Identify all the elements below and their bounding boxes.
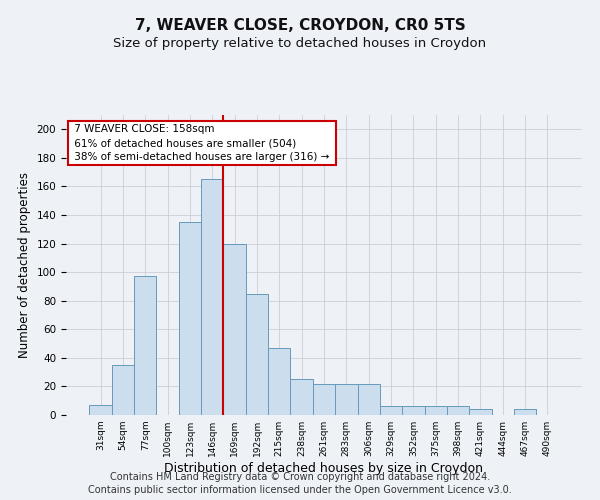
Y-axis label: Number of detached properties: Number of detached properties xyxy=(18,172,31,358)
Bar xyxy=(201,180,223,415)
X-axis label: Distribution of detached houses by size in Croydon: Distribution of detached houses by size … xyxy=(164,462,484,475)
Bar xyxy=(89,405,112,415)
Bar xyxy=(514,410,536,415)
Bar xyxy=(447,406,469,415)
Bar xyxy=(268,348,290,415)
Bar xyxy=(425,406,447,415)
Text: Size of property relative to detached houses in Croydon: Size of property relative to detached ho… xyxy=(113,38,487,51)
Bar xyxy=(402,406,425,415)
Text: Contains HM Land Registry data © Crown copyright and database right 2024.: Contains HM Land Registry data © Crown c… xyxy=(110,472,490,482)
Bar xyxy=(313,384,335,415)
Bar xyxy=(358,384,380,415)
Text: Contains public sector information licensed under the Open Government Licence v3: Contains public sector information licen… xyxy=(88,485,512,495)
Bar xyxy=(134,276,157,415)
Bar xyxy=(335,384,358,415)
Text: 7, WEAVER CLOSE, CROYDON, CR0 5TS: 7, WEAVER CLOSE, CROYDON, CR0 5TS xyxy=(134,18,466,32)
Bar xyxy=(380,406,402,415)
Text: 7 WEAVER CLOSE: 158sqm 
 61% of detached houses are smaller (504) 
 38% of semi-: 7 WEAVER CLOSE: 158sqm 61% of detached h… xyxy=(71,124,333,162)
Bar xyxy=(246,294,268,415)
Bar xyxy=(469,410,491,415)
Bar xyxy=(179,222,201,415)
Bar xyxy=(223,244,246,415)
Bar xyxy=(112,365,134,415)
Bar xyxy=(290,380,313,415)
